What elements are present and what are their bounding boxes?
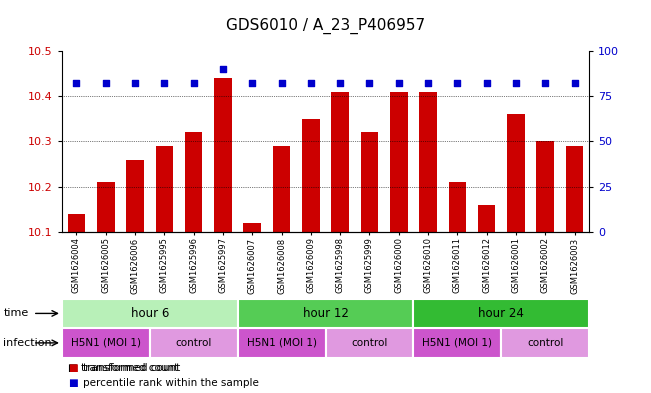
Bar [501,328,589,358]
Point [130,79,140,86]
Point [100,79,111,86]
Bar [238,328,326,358]
Bar [390,92,408,232]
Text: ■: ■ [68,362,78,373]
Bar [566,146,583,232]
Point [510,79,521,86]
Bar [326,328,413,358]
Point [276,79,286,86]
Point [217,66,228,72]
Bar [156,146,173,232]
Text: hour 24: hour 24 [478,307,524,320]
Point [188,79,199,86]
Bar [507,114,525,232]
Text: ■ transformed count: ■ transformed count [68,362,178,373]
Text: control: control [176,338,212,348]
Text: infection: infection [3,338,52,348]
Point [393,79,404,86]
Text: H5N1 (MOI 1): H5N1 (MOI 1) [71,338,141,348]
Bar [185,132,202,232]
Bar [243,223,261,232]
Bar [62,299,238,328]
Point [364,79,374,86]
Point [569,79,579,86]
Bar [413,328,501,358]
Bar [238,299,413,328]
Text: percentile rank within the sample: percentile rank within the sample [83,378,258,388]
Text: ■: ■ [68,378,78,388]
Text: H5N1 (MOI 1): H5N1 (MOI 1) [247,338,316,348]
Point [305,79,316,86]
Bar [68,214,85,232]
Bar [150,328,238,358]
Point [159,79,169,86]
Text: hour 12: hour 12 [303,307,348,320]
Text: control: control [527,338,563,348]
Bar [62,328,150,358]
Text: control: control [352,338,387,348]
Bar [302,119,320,232]
Bar [449,182,466,232]
Point [481,79,492,86]
Point [335,79,345,86]
Bar [273,146,290,232]
Point [540,79,550,86]
Point [452,79,462,86]
Bar [361,132,378,232]
Point [71,79,82,86]
Point [247,79,257,86]
Bar [413,299,589,328]
Text: time: time [3,309,29,318]
Text: hour 6: hour 6 [131,307,169,320]
Text: transformed count: transformed count [83,362,180,373]
Bar [478,205,495,232]
Bar [126,160,144,232]
Text: GDS6010 / A_23_P406957: GDS6010 / A_23_P406957 [226,17,425,34]
Bar [536,141,554,232]
Text: H5N1 (MOI 1): H5N1 (MOI 1) [422,338,492,348]
Point [423,79,434,86]
Bar [331,92,349,232]
Bar [214,78,232,232]
Bar [97,182,115,232]
Bar [419,92,437,232]
